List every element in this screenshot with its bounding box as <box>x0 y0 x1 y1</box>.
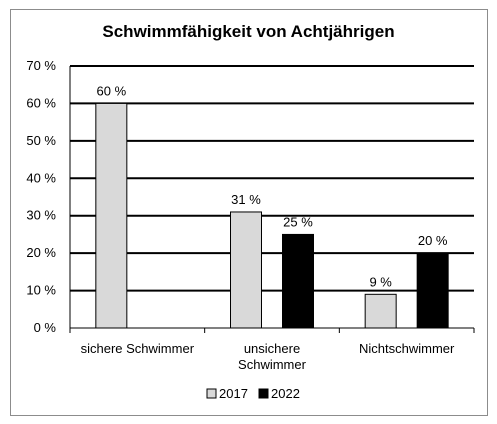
y-tick-label: 60 % <box>26 95 56 110</box>
bar-2017 <box>364 293 397 329</box>
data-label: 9 % <box>369 274 392 289</box>
legend-swatch-2022 <box>258 388 269 399</box>
x-category-label: sichere Schwimmer <box>81 341 195 356</box>
y-tick-label: 40 % <box>26 170 56 185</box>
bar-2022 <box>416 252 449 329</box>
bar-2017 <box>230 211 262 329</box>
y-tick-label: 0 % <box>34 320 57 335</box>
y-tick-label: 10 % <box>26 283 56 298</box>
bar-2022 <box>282 233 314 329</box>
legend-label-2022: 2022 <box>271 386 300 401</box>
x-category-label: Nichtschwimmer <box>359 341 455 356</box>
data-label: 60 % <box>97 83 127 98</box>
y-tick-label: 30 % <box>26 208 56 223</box>
y-tick-label: 70 % <box>26 58 56 73</box>
legend-label-2017: 2017 <box>219 386 248 401</box>
y-tick-label: 20 % <box>26 245 56 260</box>
y-tick-label: 50 % <box>26 133 56 148</box>
data-label: 25 % <box>283 214 313 229</box>
legend-swatch-2017 <box>206 388 217 399</box>
data-label: 31 % <box>231 192 261 207</box>
x-category-label: unsichere <box>244 341 300 356</box>
bar-2017 <box>95 102 128 329</box>
x-category-label: Schwimmer <box>238 357 307 372</box>
chart-title: Schwimmfähigkeit von Achtjährigen <box>102 22 395 41</box>
data-label: 20 % <box>418 233 448 248</box>
